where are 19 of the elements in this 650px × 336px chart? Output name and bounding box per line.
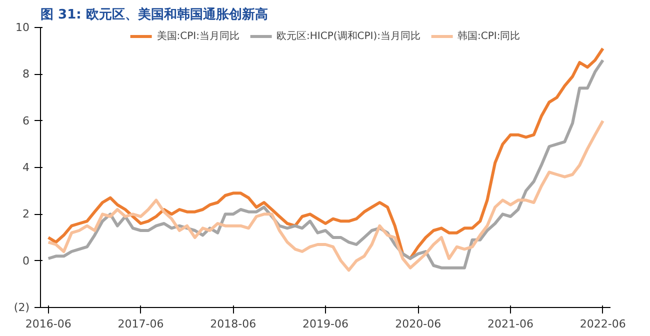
line-series	[46, 119, 604, 272]
y-tick-label: 2	[22, 208, 30, 221]
x-tick-label: 2016-06	[25, 318, 72, 330]
x-tick-label: 2018-06	[210, 318, 256, 330]
y-tick-label: 0	[22, 254, 30, 268]
x-tick-label: 2022-06	[580, 318, 626, 330]
chart-title: 图 31: 欧元区、美国和韩国通胀创新高	[40, 6, 268, 22]
x-tick-label: 2017-06	[118, 318, 164, 330]
x-tick-label: 2021-06	[488, 318, 534, 330]
legend-label: 韩国:CPI:同比	[457, 30, 520, 43]
y-tick-label: 10	[16, 21, 30, 34]
legend-label: 美国:CPI:当月同比	[156, 30, 240, 43]
legend-label: 欧元区:HICP(调和CPI):当月同比	[276, 30, 420, 43]
y-tick-label: 8	[22, 68, 30, 81]
y-tick-label: 4	[22, 161, 30, 174]
x-tick-label: 2020-06	[395, 318, 442, 330]
x-tick-label: 2019-06	[302, 318, 348, 330]
y-tick-label: (2)	[14, 301, 30, 314]
y-tick-label: 6	[22, 114, 30, 128]
